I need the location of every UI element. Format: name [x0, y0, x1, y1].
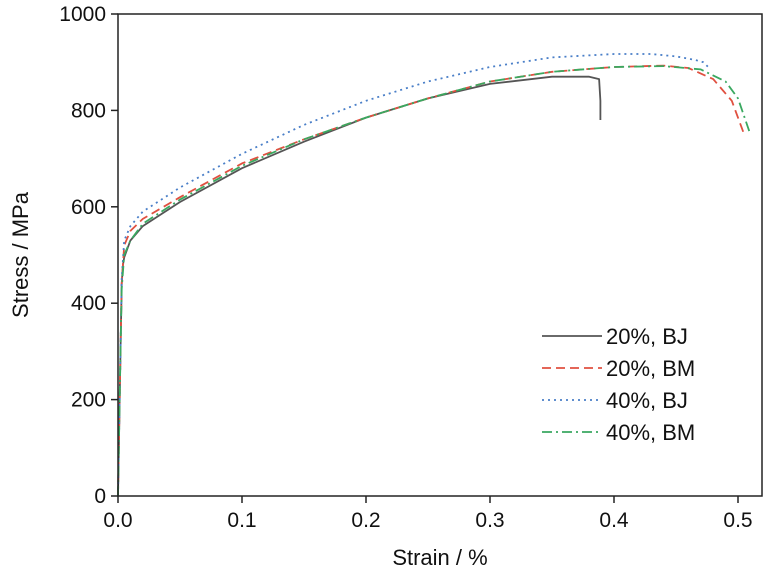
x-axis-title: Strain / %: [392, 545, 487, 570]
y-axis: 0 200 400 600 800 1000: [59, 3, 118, 508]
x-tick-label: 0.5: [723, 509, 752, 532]
x-tick-label: 0.3: [475, 509, 504, 532]
plot-series: [117, 53, 752, 497]
series-line-1: [117, 75, 602, 497]
plot-frame: [117, 13, 763, 497]
x-tick-label: 0.0: [103, 509, 132, 532]
series-line-3: [117, 53, 709, 497]
y-axis-title: Stress / MPa: [8, 191, 33, 318]
series-line-4: [117, 65, 752, 497]
y-tick-label: 1000: [59, 3, 106, 26]
y-tick-label: 400: [71, 292, 106, 315]
x-tick-label: 0.2: [351, 509, 380, 532]
x-tick-label: 0.1: [227, 509, 256, 532]
legend-label: 40%, BM: [606, 420, 695, 445]
legend-label: 20%, BM: [606, 356, 695, 381]
y-tick-label: 200: [71, 389, 106, 412]
legend-label: 40%, BJ: [606, 388, 688, 413]
y-tick-label: 600: [71, 196, 106, 219]
x-tick-label: 0.4: [599, 509, 629, 532]
legend-label: 20%, BJ: [606, 324, 688, 349]
y-tick-label: 0: [94, 485, 106, 508]
y-tick-label: 800: [71, 99, 106, 122]
x-axis: 0.0 0.1 0.2 0.3 0.4 0.5: [103, 496, 753, 532]
legend: 20%, BJ 20%, BM 40%, BJ 40%, BM: [542, 324, 695, 445]
